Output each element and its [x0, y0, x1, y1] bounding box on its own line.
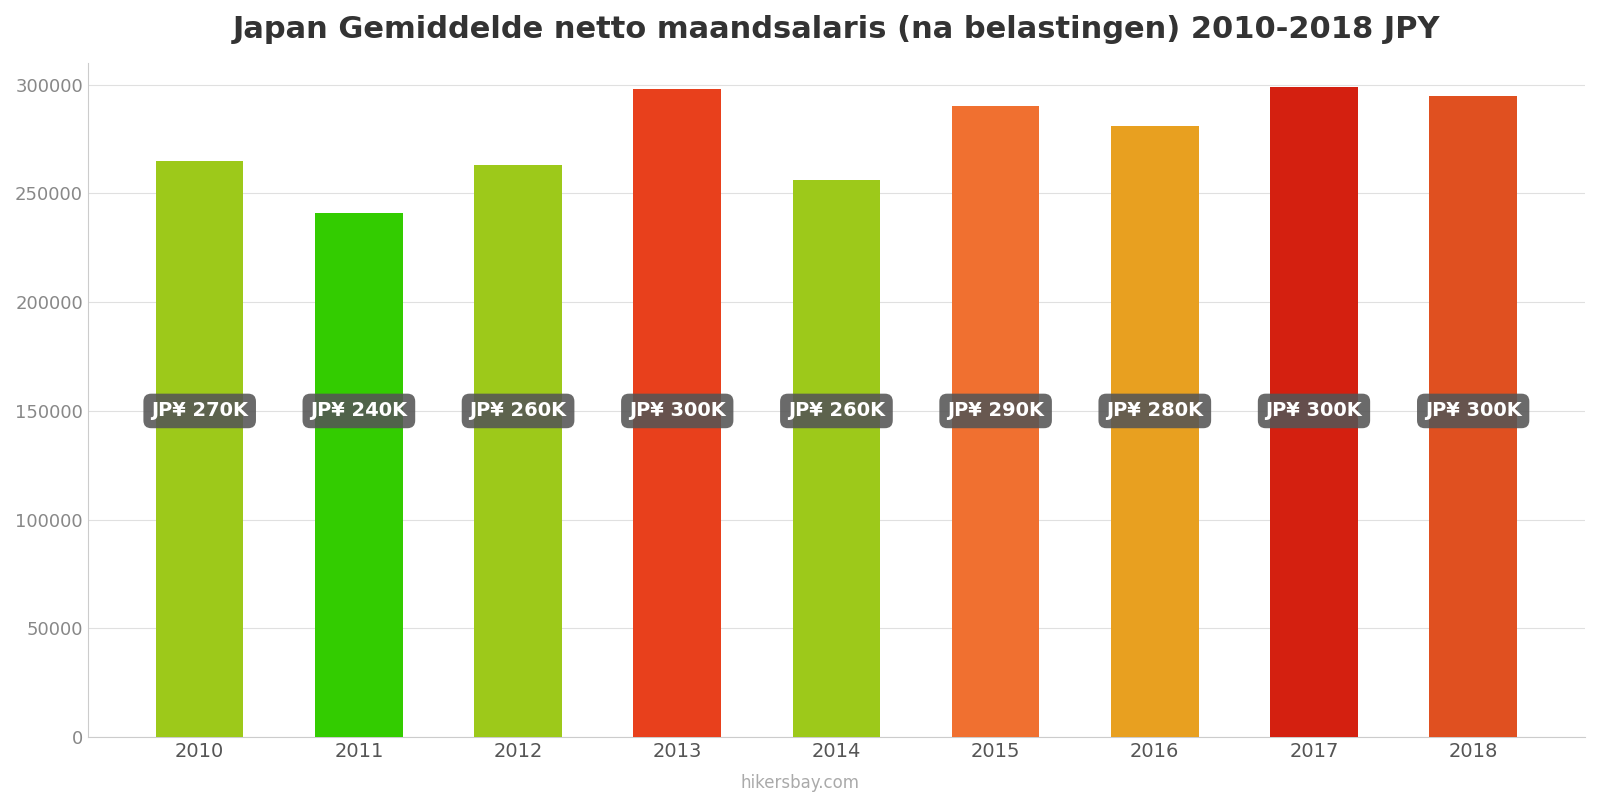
Text: hikersbay.com: hikersbay.com	[741, 774, 859, 792]
Text: JP¥ 240K: JP¥ 240K	[310, 402, 408, 421]
Text: JP¥ 300K: JP¥ 300K	[629, 402, 726, 421]
Text: JP¥ 260K: JP¥ 260K	[787, 402, 885, 421]
Bar	[1270, 87, 1358, 737]
Text: JP¥ 300K: JP¥ 300K	[1266, 402, 1362, 421]
Bar	[1110, 126, 1198, 737]
Bar	[315, 213, 403, 737]
Text: JP¥ 270K: JP¥ 270K	[150, 402, 248, 421]
Bar	[952, 106, 1040, 737]
Text: JP¥ 280K: JP¥ 280K	[1106, 402, 1203, 421]
Title: Japan Gemiddelde netto maandsalaris (na belastingen) 2010-2018 JPY: Japan Gemiddelde netto maandsalaris (na …	[232, 15, 1440, 44]
Text: JP¥ 300K: JP¥ 300K	[1424, 402, 1522, 421]
Bar	[474, 166, 562, 737]
Text: JP¥ 290K: JP¥ 290K	[947, 402, 1045, 421]
Bar	[1429, 96, 1517, 737]
Text: JP¥ 260K: JP¥ 260K	[469, 402, 566, 421]
Bar	[155, 161, 243, 737]
Bar	[792, 181, 880, 737]
Bar	[634, 89, 722, 737]
